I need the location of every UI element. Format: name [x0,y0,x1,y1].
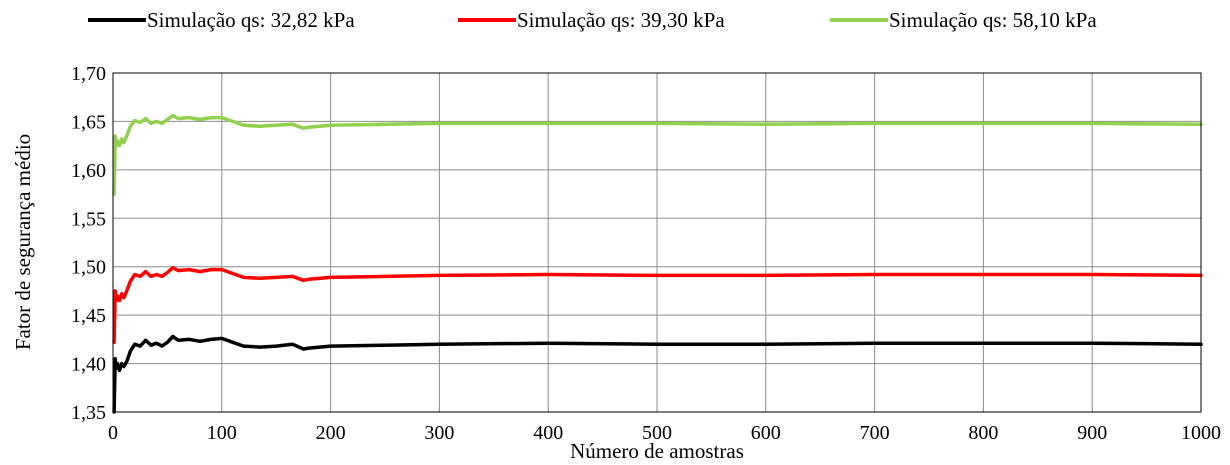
legend-item-3: Simulação qs: 58,10 kPa [830,8,1097,32]
y-axis-ticks: 1,35 1,40 1,45 1,50 1,55 1,60 1,65 1,70 [71,63,106,424]
legend-item-1: Simulação qs: 32,82 kPa [88,8,355,32]
y-tick-label: 1,65 [71,111,106,133]
x-tick-label: 600 [751,422,781,444]
x-tick-label: 100 [207,422,237,444]
x-tick-label: 400 [533,422,563,444]
x-tick-label: 500 [642,422,672,444]
series-line-1 [112,334,1203,414]
legend-label: Simulação qs: 58,10 kPa [889,8,1097,32]
legend-label: Simulação qs: 32,82 kPa [147,8,355,32]
x-tick-label: 900 [1077,422,1107,444]
grid-lines [113,73,1201,412]
legend: Simulação qs: 32,82 kPa Simulação qs: 39,… [88,8,1097,32]
legend-item-2: Simulação qs: 39,30 kPa [458,8,725,32]
y-tick-label: 1,70 [71,63,106,85]
x-tick-label: 300 [424,422,454,444]
y-tick-label: 1,50 [71,257,106,279]
x-axis-label: Número de amostras [570,439,744,463]
series-line-3 [112,113,1203,196]
plot-area [112,113,1203,414]
y-axis-label: Fator de segurança médio [11,134,35,350]
y-tick-label: 1,60 [71,160,106,182]
x-tick-label: 800 [968,422,998,444]
x-tick-label: 0 [108,422,118,444]
x-tick-label: 700 [860,422,890,444]
x-tick-label: 1000 [1181,422,1221,444]
plot-frame [112,72,1202,413]
x-tick-label: 200 [316,422,346,444]
series-line-2 [112,265,1203,345]
x-axis-ticks: 0 100 200 300 400 500 600 700 800 900 1000 [108,422,1221,444]
y-tick-label: 1,40 [71,354,106,376]
y-tick-label: 1,45 [71,305,106,327]
y-tick-label: 1,35 [71,402,106,424]
legend-label: Simulação qs: 39,30 kPa [517,8,725,32]
y-tick-label: 1,55 [71,208,106,230]
